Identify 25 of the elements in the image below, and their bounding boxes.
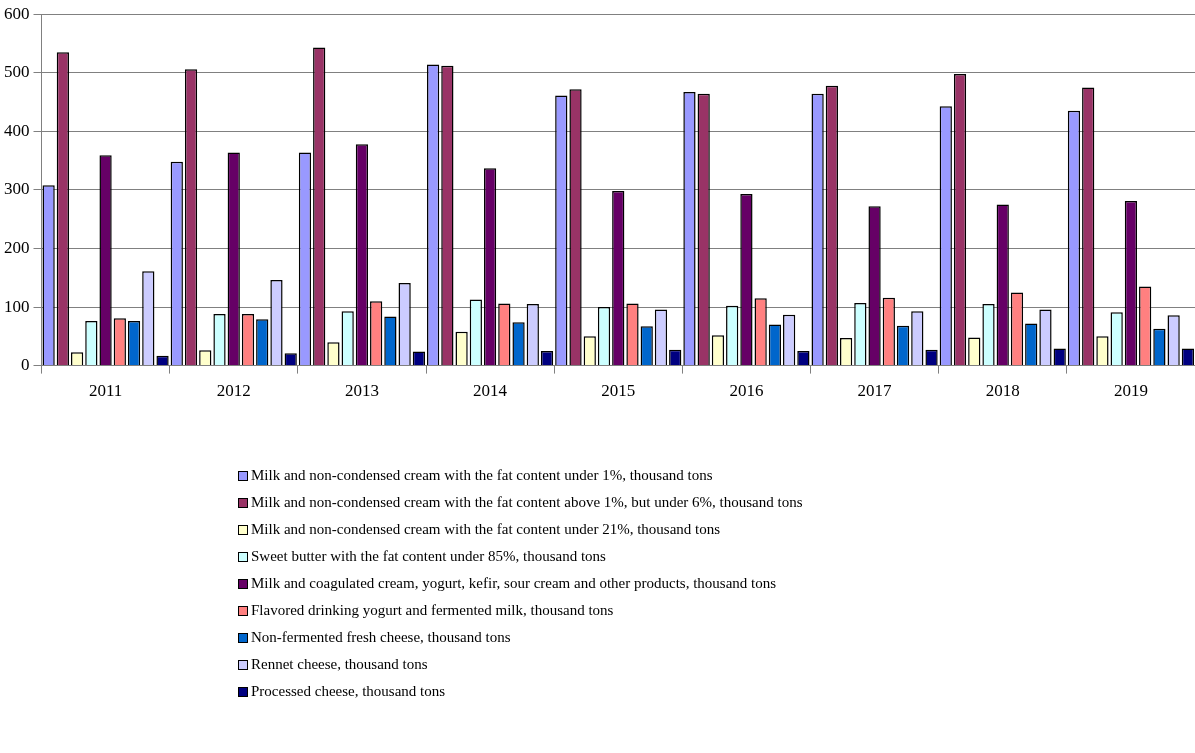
- x-tick-label: 2014: [473, 381, 508, 401]
- y-tick-label: 200: [4, 237, 30, 257]
- legend-label: Sweet butter with the fat content under 85%, thousand tons: [251, 548, 606, 565]
- legend-label: Non-fermented fresh cheese, thousand tons: [251, 629, 511, 646]
- x-tick-label: 2011: [88, 381, 123, 401]
- x-tick-label: 2015: [601, 381, 636, 401]
- y-tick-label: 100: [4, 296, 30, 316]
- x-tick-label: 2016: [729, 381, 764, 401]
- x-tick-label: 2017: [857, 381, 893, 401]
- legend-label: Milk and non-condensed cream with the fat content under 1%, thousand tons: [251, 467, 713, 484]
- legend-label: Flavored drinking yogurt and fermented milk, thousand tons: [251, 602, 614, 619]
- legend-label: Milk and non-condensed cream with the fat content above 1%, but under 6%, thousand tons: [251, 494, 803, 511]
- x-tick-label: 2019: [1113, 381, 1148, 401]
- legend-label: Rennet cheese, thousand tons: [251, 656, 428, 673]
- x-tick-label: 2012: [216, 381, 251, 401]
- y-tick-label: 500: [4, 62, 30, 82]
- legend-label: Processed cheese, thousand tons: [251, 683, 446, 700]
- x-tick-label: 2018: [985, 381, 1020, 401]
- x-tick-label: 2013: [344, 381, 379, 401]
- y-tick-label: 300: [4, 179, 30, 199]
- y-tick-label: 400: [4, 120, 30, 140]
- legend-label: Milk and coagulated cream, yogurt, kefir, sour cream and other products, thousand tons: [251, 575, 777, 592]
- legend-label: Milk and non-condensed cream with the fat content under 21%, thousand tons: [251, 521, 721, 538]
- y-tick-label: 0: [21, 355, 30, 375]
- y-tick-label: 600: [4, 3, 30, 23]
